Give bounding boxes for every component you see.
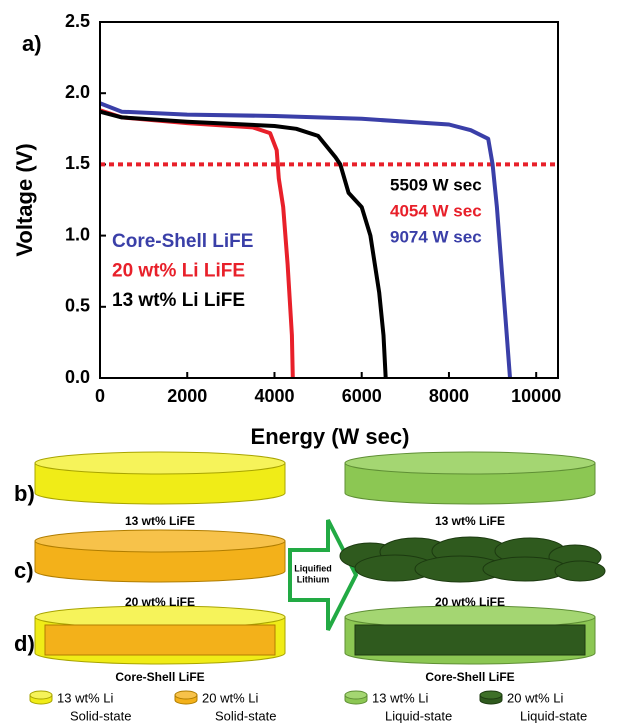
legend-icon [174, 690, 198, 700]
disk-body [344, 462, 596, 505]
legend-text: Liquid-state [385, 708, 452, 723]
y-axis-label: Voltage (V) [12, 143, 37, 256]
liquid-blob [482, 556, 568, 582]
legend-text: Solid-state [70, 708, 131, 723]
legend-text: 13 wt% Li [57, 690, 113, 705]
y-tick-label: 2.0 [65, 82, 90, 102]
disk-label: Core-Shell LiFE [115, 670, 204, 684]
panel-label: c) [14, 558, 34, 583]
core [44, 624, 276, 656]
x-tick-label: 10000 [511, 386, 561, 406]
transition-arrow [288, 519, 359, 631]
y-tick-label: 1.5 [65, 153, 90, 173]
disk-body [34, 540, 286, 583]
disk-label: Core-Shell LiFE [425, 670, 514, 684]
legend-text: 20 wt% Li [202, 690, 258, 705]
y-tick-label: 0.5 [65, 296, 90, 316]
series-line [99, 109, 388, 379]
legend-text: Solid-state [215, 708, 276, 723]
liquid-blob [554, 560, 606, 582]
legend-label: Core-Shell LiFE [112, 231, 253, 252]
legend-icon [344, 690, 368, 700]
disk-label: 13 wt% LiFE [125, 514, 195, 528]
legend-label: 20 wt% Li LiFE [112, 261, 245, 282]
legend-icon [29, 690, 53, 700]
legend-text: 13 wt% Li [372, 690, 428, 705]
y-tick-label: 1.0 [65, 224, 90, 244]
y-tick-label: 2.5 [65, 11, 90, 31]
x-tick-label: 2000 [167, 386, 207, 406]
x-axis-label: Energy (W sec) [251, 424, 410, 449]
x-tick-label: 4000 [254, 386, 294, 406]
annotation: 5509 W sec [390, 175, 482, 194]
arrow-text: Liquified [294, 563, 332, 573]
y-tick-label: 0.0 [65, 367, 90, 387]
legend-text: Liquid-state [520, 708, 587, 723]
disk-label: 20 wt% LiFE [125, 595, 195, 609]
panel-label: d) [14, 631, 35, 656]
legend-text: 20 wt% Li [507, 690, 563, 705]
disk-label: 13 wt% LiFE [435, 514, 505, 528]
plot-frame [99, 21, 559, 379]
annotation: 4054 W sec [390, 201, 482, 220]
panel-label: b) [14, 481, 35, 506]
disk-body [34, 462, 286, 505]
x-tick-label: 8000 [429, 386, 469, 406]
legend-label: 13 wt% Li LiFE [112, 290, 245, 311]
core [354, 624, 586, 656]
annotation: 9074 W sec [390, 227, 482, 246]
legend-icon [479, 690, 503, 700]
x-tick-label: 6000 [342, 386, 382, 406]
disk-top [34, 451, 286, 475]
disk-label: 20 wt% LiFE [435, 595, 505, 609]
series-line [99, 101, 512, 379]
arrow-text: Lithium [297, 574, 330, 584]
disk-top [34, 529, 286, 553]
panel-label: a) [22, 31, 42, 56]
disk-top [344, 451, 596, 475]
x-tick-label: 0 [95, 386, 105, 406]
